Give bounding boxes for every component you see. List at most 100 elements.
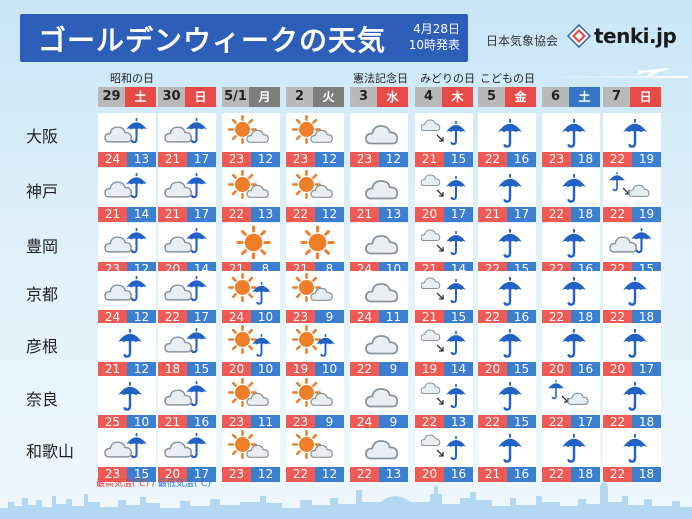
low-temp: 15	[507, 415, 536, 430]
low-temp: 13	[251, 207, 280, 222]
low-temp: 10	[251, 310, 280, 325]
day-number: 5/1	[222, 87, 249, 107]
forecast-cell: 23 15	[98, 428, 156, 484]
low-temp: 18	[632, 310, 661, 325]
temperature-bar: 22 13	[415, 415, 473, 430]
high-temp: 23	[222, 152, 251, 167]
high-temp: 22	[222, 207, 251, 222]
weather-box	[98, 113, 156, 152]
forecast-cell: 25 10	[98, 376, 156, 432]
forecast-cell: 21 15	[415, 271, 473, 327]
temperature-bar: 23 11	[222, 415, 280, 430]
weather-box	[98, 223, 156, 262]
weather-box	[478, 113, 536, 152]
low-temp: 17	[187, 310, 216, 325]
day-number: 5	[478, 87, 505, 107]
logo-text: tenki.jp	[594, 24, 677, 48]
forecast-cell: 20 17	[158, 428, 216, 484]
weather-box	[98, 168, 156, 207]
temperature-bar: 23 15	[98, 467, 156, 482]
temperature-bar: 22 13	[350, 467, 408, 482]
day-number: 3	[350, 87, 377, 107]
city-skyline	[0, 480, 692, 519]
low-temp: 15	[507, 362, 536, 377]
weather-box	[415, 168, 473, 207]
forecast-cell: 24 9	[350, 376, 408, 432]
temperature-bar: 22 16	[478, 310, 536, 325]
high-temp: 24	[222, 310, 251, 325]
forecast-cell: 22 18	[542, 271, 600, 327]
temperature-bar: 21 17	[478, 207, 536, 222]
forecast-cell: 22 19	[603, 113, 661, 169]
forecast-cell: 22 18	[542, 168, 600, 224]
low-temp: 15	[187, 362, 216, 377]
forecast-cell: 21 15	[415, 113, 473, 169]
high-temp: 24	[350, 310, 379, 325]
high-temp: 22	[350, 362, 379, 377]
high-temp: 20	[415, 207, 444, 222]
weather-box	[350, 168, 408, 207]
weather-box	[158, 428, 216, 467]
rain-icon	[118, 329, 142, 358]
weather-box	[286, 428, 344, 467]
temperature-bar: 23 12	[350, 152, 408, 167]
high-temp: 22	[286, 207, 315, 222]
rain-icon	[498, 434, 522, 463]
rain-icon	[562, 329, 586, 358]
low-temp: 17	[187, 467, 216, 482]
weekday-badge: 日	[630, 87, 661, 107]
sun-cloud-icon	[228, 430, 269, 459]
weekday-badge: 土	[569, 87, 600, 107]
forecast-cell: 23 12	[286, 113, 344, 169]
high-temp: 22	[603, 207, 632, 222]
weather-box	[542, 428, 600, 467]
weather-box	[478, 168, 536, 207]
temperature-bar: 23 12	[286, 152, 344, 167]
low-temp: 9	[379, 415, 408, 430]
city-name: 豊岡	[26, 237, 59, 256]
temperature-bar: 19 10	[286, 362, 344, 377]
low-temp: 16	[507, 310, 536, 325]
weather-box	[286, 323, 344, 362]
low-temp: 9	[315, 310, 344, 325]
weather-box	[286, 271, 344, 310]
holiday-label: 憲法記念日	[353, 72, 408, 85]
forecast-cell: 21 12	[98, 323, 156, 379]
temperature-bar: 22 19	[603, 207, 661, 222]
forecast-cell: 22 15	[478, 376, 536, 432]
sun-umbrella-icon	[228, 273, 271, 305]
high-temp: 22	[286, 467, 315, 482]
low-temp: 9	[379, 362, 408, 377]
temperature-bar: 24 12	[98, 310, 156, 325]
low-temp: 12	[127, 310, 156, 325]
temperature-bar: 20 17	[603, 362, 661, 377]
weather-box	[98, 323, 156, 362]
low-temp: 12	[251, 152, 280, 167]
sun-icon	[236, 225, 271, 259]
cloud-rain-icon	[164, 328, 207, 354]
low-temp: 16	[444, 467, 473, 482]
temperature-bar: 21 15	[415, 152, 473, 167]
weather-box	[603, 376, 661, 415]
forecast-cell: 22 16	[542, 223, 600, 279]
tenki-logo[interactable]: tenki.jp	[567, 24, 687, 50]
high-temp: 20	[603, 362, 632, 377]
cloud-icon	[365, 388, 399, 408]
rain-icon	[623, 434, 647, 463]
weather-box	[350, 223, 408, 262]
temperature-bar: 21 16	[158, 415, 216, 430]
cloud-rain-icon	[104, 433, 147, 459]
temperature-bar: 24 13	[98, 152, 156, 167]
cloud-icon	[365, 125, 399, 145]
weather-box	[603, 168, 661, 207]
weather-box	[222, 323, 280, 362]
low-temp: 10	[251, 362, 280, 377]
weather-box	[286, 376, 344, 415]
weather-box	[478, 376, 536, 415]
cloud-then-rain-icon	[421, 329, 466, 356]
weekday-badge: 土	[125, 87, 156, 107]
